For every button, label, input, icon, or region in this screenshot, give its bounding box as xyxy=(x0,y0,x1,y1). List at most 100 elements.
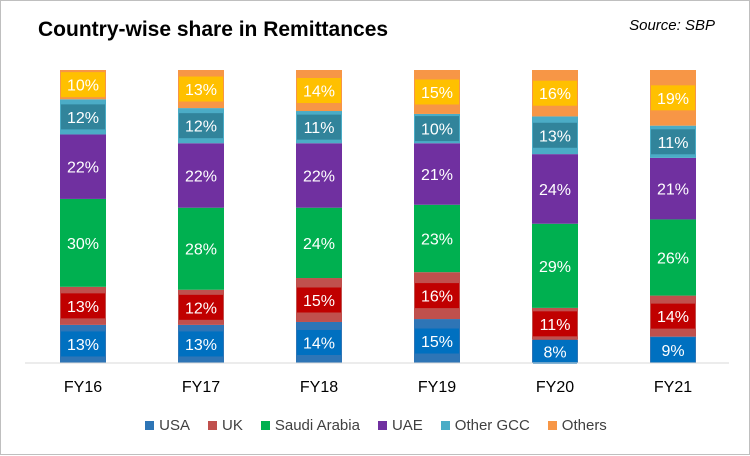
svg-text:16%: 16% xyxy=(539,86,571,103)
svg-text:12%: 12% xyxy=(185,300,217,317)
svg-text:11%: 11% xyxy=(658,135,689,152)
svg-text:23%: 23% xyxy=(421,231,453,248)
data-label-others-fy17: 13% xyxy=(179,76,223,102)
chart-title: Country-wise share in Remittances xyxy=(38,18,389,41)
svg-text:14%: 14% xyxy=(303,335,335,352)
data-label-others-fy21: 19% xyxy=(651,85,695,111)
legend-label-uk: UK xyxy=(222,417,243,434)
svg-text:16%: 16% xyxy=(421,289,453,306)
legend-item-usa: USA xyxy=(145,417,190,434)
svg-text:10%: 10% xyxy=(421,122,453,139)
legend-label-saudi-arabia: Saudi Arabia xyxy=(274,417,360,434)
svg-text:15%: 15% xyxy=(421,334,453,351)
data-label-uae-fy18: 22% xyxy=(297,162,341,188)
data-label-uae-fy20: 24% xyxy=(533,176,577,202)
data-label-uk-fy21: 14% xyxy=(651,303,695,329)
svg-text:21%: 21% xyxy=(421,167,453,184)
svg-text:14%: 14% xyxy=(657,309,689,326)
data-label-other-gcc-fy20: 13% xyxy=(533,122,577,148)
data-label-uae-fy17: 22% xyxy=(179,162,223,188)
legend-swatch-others xyxy=(547,421,557,430)
data-label-saudi-arabia-fy21: 26% xyxy=(651,245,695,271)
svg-text:30%: 30% xyxy=(67,236,99,253)
legend-label-others: Others xyxy=(561,417,607,434)
data-label-saudi-arabia-fy17: 28% xyxy=(179,236,223,262)
data-label-saudi-arabia-fy19: 23% xyxy=(415,225,459,251)
svg-text:13%: 13% xyxy=(67,299,99,316)
legend-item-saudi-arabia: Saudi Arabia xyxy=(260,417,360,434)
legend-label-uae: UAE xyxy=(391,417,423,434)
chart-source: Source: SBP xyxy=(629,17,715,34)
svg-text:13%: 13% xyxy=(539,128,571,145)
svg-text:12%: 12% xyxy=(67,110,99,127)
svg-text:22%: 22% xyxy=(67,160,99,177)
svg-text:12%: 12% xyxy=(185,119,217,136)
svg-text:15%: 15% xyxy=(421,85,453,102)
x-tick-label-fy21: FY21 xyxy=(654,379,692,396)
x-tick-label-fy18: FY18 xyxy=(300,379,338,396)
data-label-other-gcc-fy18: 11% xyxy=(297,114,341,140)
data-label-uk-fy20: 11% xyxy=(533,311,577,337)
legend-swatch-saudi-arabia xyxy=(260,421,270,430)
data-label-uae-fy19: 21% xyxy=(415,161,459,187)
data-label-others-fy20: 16% xyxy=(533,80,577,106)
data-label-others-fy18: 14% xyxy=(297,78,341,104)
svg-text:21%: 21% xyxy=(657,182,689,199)
legend-item-others: Others xyxy=(547,417,607,434)
legend-label-usa: USA xyxy=(159,417,191,434)
data-label-saudi-arabia-fy16: 30% xyxy=(61,230,105,256)
data-label-others-fy16: 10% xyxy=(61,72,105,98)
svg-text:24%: 24% xyxy=(303,236,335,253)
svg-text:29%: 29% xyxy=(539,259,571,276)
data-label-uk-fy19: 16% xyxy=(415,283,459,309)
svg-text:15%: 15% xyxy=(303,293,335,310)
legend-item-other-gcc: Other GCC xyxy=(440,417,530,434)
x-tick-label-fy16: FY16 xyxy=(64,379,102,396)
data-label-usa-fy20: 8% xyxy=(533,338,577,364)
data-label-other-gcc-fy19: 10% xyxy=(415,116,459,142)
legend-swatch-uk xyxy=(208,421,218,430)
data-label-usa-fy16: 13% xyxy=(61,331,105,357)
data-label-usa-fy17: 13% xyxy=(179,331,223,357)
svg-text:24%: 24% xyxy=(539,182,571,199)
svg-text:11%: 11% xyxy=(304,120,335,137)
legend-swatch-usa xyxy=(145,421,155,430)
legend-swatch-other-gcc xyxy=(440,421,450,430)
data-label-uae-fy16: 22% xyxy=(61,154,105,180)
svg-text:22%: 22% xyxy=(185,168,217,185)
svg-text:28%: 28% xyxy=(185,242,217,259)
data-label-other-gcc-fy21: 11% xyxy=(651,129,695,155)
data-label-others-fy19: 15% xyxy=(415,79,459,105)
svg-text:19%: 19% xyxy=(657,91,689,108)
x-tick-label-fy19: FY19 xyxy=(418,379,456,396)
svg-text:13%: 13% xyxy=(185,82,217,99)
legend-swatch-uae xyxy=(377,421,387,430)
x-tick-label-fy17: FY17 xyxy=(182,379,220,396)
svg-text:22%: 22% xyxy=(303,168,335,185)
data-label-saudi-arabia-fy20: 29% xyxy=(533,253,577,279)
data-label-usa-fy19: 15% xyxy=(415,328,459,354)
data-label-uk-fy18: 15% xyxy=(297,287,341,313)
legend-label-other-gcc: Other GCC xyxy=(454,417,530,434)
svg-text:13%: 13% xyxy=(67,337,99,354)
data-label-other-gcc-fy17: 12% xyxy=(179,113,223,139)
data-label-uk-fy17: 12% xyxy=(179,294,223,320)
svg-text:26%: 26% xyxy=(657,251,689,268)
svg-text:11%: 11% xyxy=(540,317,571,334)
data-label-saudi-arabia-fy18: 24% xyxy=(297,230,341,256)
svg-text:13%: 13% xyxy=(185,337,217,354)
data-label-uae-fy21: 21% xyxy=(651,176,695,202)
data-label-other-gcc-fy16: 12% xyxy=(61,104,105,130)
chart-legend: USA UK Saudi Arabia UAE Other GCC Others xyxy=(1,417,750,434)
svg-text:10%: 10% xyxy=(67,78,99,95)
data-label-usa-fy18: 14% xyxy=(297,329,341,355)
x-tick-label-fy20: FY20 xyxy=(536,379,574,396)
legend-item-uk: UK xyxy=(208,417,243,434)
svg-text:14%: 14% xyxy=(303,84,335,101)
svg-text:8%: 8% xyxy=(543,344,566,361)
svg-text:9%: 9% xyxy=(661,343,684,360)
legend-item-uae: UAE xyxy=(377,417,423,434)
data-label-uk-fy16: 13% xyxy=(61,293,105,319)
